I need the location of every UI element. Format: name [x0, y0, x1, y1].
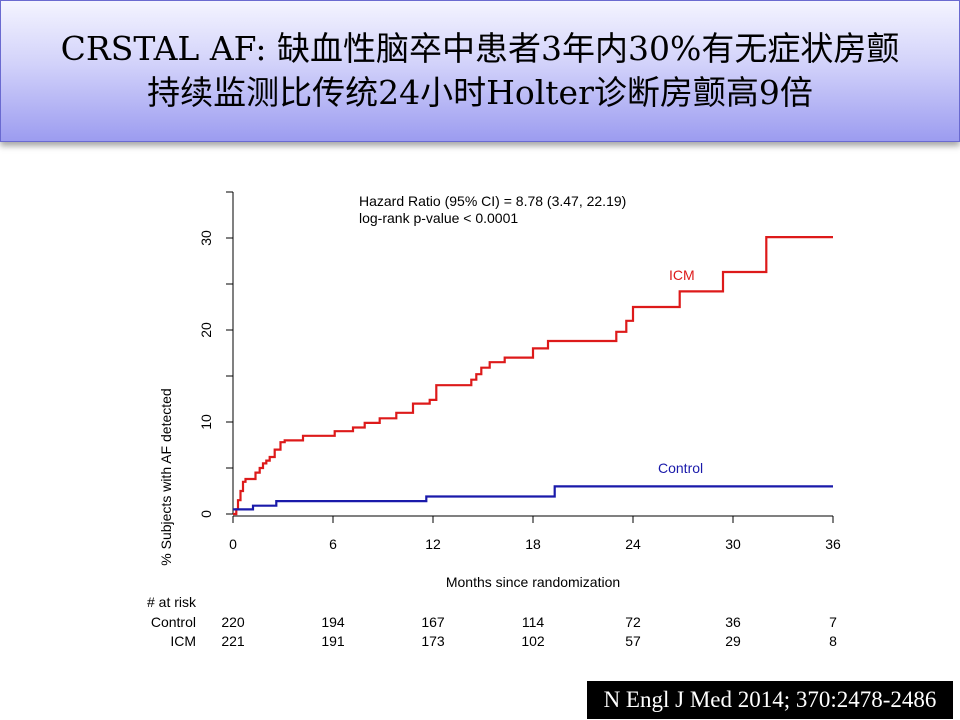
y-tick-label: 0: [198, 510, 214, 518]
y-tick-label: 30: [198, 230, 214, 246]
slide-title-line-1: CRSTAL AF: 缺血性脑卒中患者3年内30%有无症状房颤: [60, 29, 900, 68]
risk-cell: 114: [522, 614, 545, 630]
hazard-annotation-line: Hazard Ratio (95% CI) = 8.78 (3.47, 22.1…: [359, 193, 626, 209]
series-label-control: Control: [658, 460, 703, 476]
risk-row-label: Control: [151, 614, 196, 630]
title-banner: CRSTAL AF: 缺血性脑卒中患者3年内30%有无症状房颤 持续监测比传统2…: [0, 0, 960, 142]
hazard-annotation-line: log-rank p-value < 0.0001: [359, 210, 518, 226]
risk-cell: 72: [625, 614, 641, 630]
risk-table-header: # at risk: [147, 594, 197, 610]
x-tick-label: 36: [825, 536, 841, 552]
risk-cell: 36: [725, 614, 741, 630]
risk-cell: 221: [221, 633, 245, 649]
y-tick-label: 10: [198, 414, 214, 430]
risk-cell: 191: [321, 633, 345, 649]
risk-cell: 7: [829, 614, 837, 630]
y-axis-label: % Subjects with AF detected: [158, 388, 174, 565]
risk-cell: 57: [625, 633, 641, 649]
x-tick-label: 0: [229, 536, 237, 552]
x-tick-label: 24: [625, 536, 641, 552]
risk-cell: 8: [829, 633, 837, 649]
series-line-icm: [233, 236, 833, 516]
risk-cell: 173: [421, 633, 445, 649]
x-tick-label: 6: [329, 536, 337, 552]
x-tick-label: 30: [725, 536, 741, 552]
risk-cell: 29: [725, 633, 741, 649]
risk-row-label: ICM: [170, 633, 196, 649]
risk-cell: 167: [421, 614, 445, 630]
citation-box: N Engl J Med 2014; 370:2478-2486: [587, 681, 953, 719]
series-line-control: [233, 485, 833, 511]
y-tick-label: 20: [198, 322, 214, 338]
x-axis-label: Months since randomization: [446, 574, 620, 590]
risk-cell: 102: [521, 633, 545, 649]
risk-cell: 194: [321, 614, 345, 630]
km-chart: 0 6 12 18 24 30 36 0 10 20 30 Months since randomiz…: [147, 191, 841, 649]
slide-title-line-2: 持续监测比传统24小时Holter诊断房颤高9倍: [147, 73, 813, 112]
series-label-icm: ICM: [669, 267, 695, 283]
risk-cell: 220: [221, 614, 245, 630]
x-tick-label: 18: [525, 536, 541, 552]
x-tick-label: 12: [425, 536, 441, 552]
